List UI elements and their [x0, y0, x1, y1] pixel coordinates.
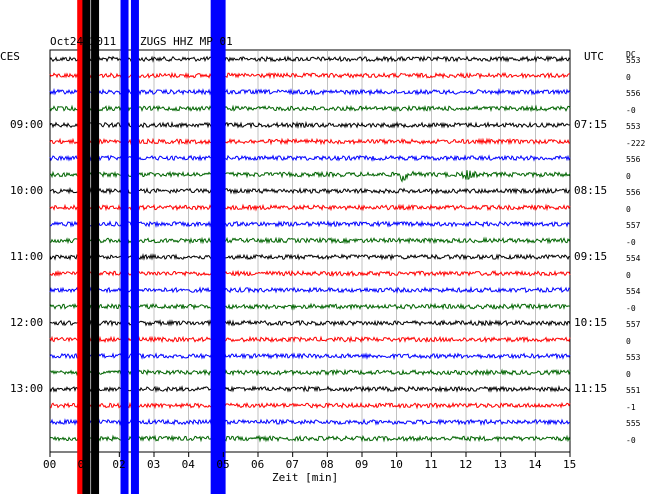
- x-tick-label: 07: [285, 458, 299, 471]
- x-tick-label: 13: [493, 458, 507, 471]
- dc-offset-value: 556: [626, 188, 641, 197]
- right-time-label: 10:15: [574, 316, 608, 329]
- x-tick-label: 09: [355, 458, 369, 471]
- x-tick-label: 05: [216, 458, 230, 471]
- x-tick-label: 10: [389, 458, 403, 471]
- dc-offset-value: 556: [626, 89, 641, 98]
- saturated-column-3: [91, 0, 100, 494]
- dc-offset-value: 557: [626, 320, 641, 329]
- x-tick-label: 14: [528, 458, 542, 471]
- x-tick-label: 15: [563, 458, 577, 471]
- x-axis-label: Zeit [min]: [272, 471, 339, 484]
- right-time-label: 08:15: [574, 184, 608, 197]
- saturated-column-7: [217, 0, 226, 494]
- dc-offset-value: 554: [626, 254, 641, 263]
- x-tick-label: 01: [77, 458, 91, 471]
- x-tick-label: 12: [459, 458, 473, 471]
- chart-title-station: ZUGS HHZ MP 01: [140, 35, 233, 48]
- dc-offset-value: 553: [626, 122, 641, 131]
- dc-offset-value: -0: [626, 105, 636, 115]
- dc-column-label: DC: [626, 50, 636, 59]
- right-time-label: 09:15: [574, 250, 608, 263]
- right-time-label: 11:15: [574, 382, 608, 395]
- x-tick-label: 06: [251, 458, 265, 471]
- x-tick-label: 00: [43, 458, 57, 471]
- dc-offset-value: 0: [626, 171, 631, 181]
- dc-offset-value: 0: [626, 204, 631, 214]
- dc-offset-value: -0: [626, 303, 636, 313]
- left-time-label: 13:00: [10, 382, 44, 395]
- dc-offset-value: 0: [626, 336, 631, 346]
- dc-offset-value: 0: [626, 72, 631, 82]
- x-tick-label: 02: [112, 458, 126, 471]
- left-time-label: 12:00: [10, 316, 44, 329]
- dc-offset-value: 0: [626, 270, 631, 280]
- left-timezone-label: CES: [0, 50, 20, 63]
- dc-offset-value: 554: [626, 287, 641, 296]
- dc-offset-value: 556: [626, 155, 641, 164]
- dc-offset-value: 557: [626, 221, 641, 230]
- x-tick-label: 08: [320, 458, 334, 471]
- x-tick-label: 04: [181, 458, 195, 471]
- dc-offset-value: 553: [626, 353, 641, 362]
- left-time-label: 10:00: [10, 184, 44, 197]
- dc-offset-value: -1: [626, 402, 636, 412]
- saturated-column-6: [210, 0, 219, 494]
- saturated-column-2: [82, 0, 91, 494]
- x-tick-label: 11: [424, 458, 438, 471]
- dc-offset-value: -222: [626, 138, 646, 148]
- x-tick-label: 03: [147, 458, 161, 471]
- dc-offset-value: 0: [626, 369, 631, 379]
- right-timezone-label: UTC: [584, 50, 604, 63]
- saturated-column-5: [130, 0, 139, 494]
- saturated-column-1: [77, 0, 86, 494]
- saturated-column-4: [120, 0, 129, 494]
- dc-offset-value: -0: [626, 435, 636, 445]
- dc-offset-value: 551: [626, 386, 641, 395]
- right-time-label: 07:15: [574, 118, 608, 131]
- x-axis-ticks: [49, 452, 571, 457]
- saturated-columns: [77, 0, 226, 494]
- chart-title-date: Oct24 2011: [50, 35, 117, 48]
- left-time-label: 09:00: [10, 118, 44, 131]
- dc-offset-value: -0: [626, 237, 636, 247]
- dc-offset-value: 553: [626, 56, 641, 65]
- plot-frame: [49, 49, 571, 453]
- left-time-label: 11:00: [10, 250, 44, 263]
- dc-offset-value: 555: [626, 419, 641, 428]
